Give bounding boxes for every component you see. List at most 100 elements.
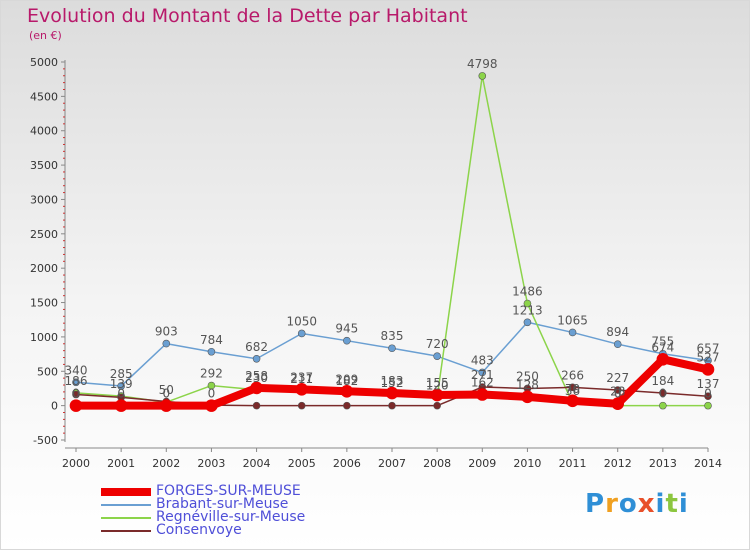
data-label: 50 — [159, 383, 174, 397]
y-tick-label: 2500 — [30, 228, 58, 241]
y-tick-label: 2000 — [30, 262, 58, 275]
x-tick-label: 2007 — [378, 457, 406, 470]
x-tick-label: 2008 — [423, 457, 451, 470]
data-label: 682 — [245, 340, 268, 354]
x-tick-label: 2001 — [107, 457, 135, 470]
data-point — [568, 383, 577, 392]
data-point — [656, 353, 670, 366]
data-point — [430, 388, 444, 402]
legend-swatch — [101, 517, 151, 519]
data-label: 182 — [335, 374, 358, 388]
legend-label: Consenvoye — [156, 522, 242, 538]
data-point — [659, 401, 667, 410]
data-point — [704, 392, 712, 401]
y-tick-label: 1000 — [30, 331, 58, 344]
data-label: 139 — [110, 377, 133, 391]
data-label: 184 — [651, 374, 674, 388]
chart-title: Evolution du Montant de la Dette par Hab… — [27, 5, 468, 27]
data-point — [250, 381, 263, 395]
data-label: 28 — [610, 385, 625, 399]
data-label: 1486 — [512, 285, 543, 299]
data-label: 237 — [290, 370, 313, 384]
data-label: 0 — [614, 387, 622, 401]
data-point — [343, 401, 351, 410]
data-label: 266 — [561, 368, 584, 382]
data-point — [340, 384, 354, 398]
data-point — [388, 401, 396, 410]
data-label: 258 — [245, 369, 268, 383]
legend-label: Regnéville-sur-Meuse — [156, 509, 306, 525]
x-tick-label: 2010 — [513, 457, 541, 470]
legend-swatch — [101, 488, 151, 496]
data-point — [207, 347, 216, 356]
data-label: 945 — [335, 322, 358, 336]
data-point — [475, 388, 489, 401]
y-tick-label: -500 — [33, 434, 58, 447]
logo-letter: x — [637, 489, 656, 519]
data-label: 183 — [381, 374, 404, 388]
x-tick-label: 2005 — [288, 457, 316, 470]
chart-subtitle: (en €) — [29, 29, 62, 42]
data-point — [69, 399, 83, 412]
data-label: 784 — [200, 333, 223, 347]
data-label: 720 — [426, 337, 449, 351]
data-point — [114, 399, 128, 412]
logo-letter: P — [585, 489, 606, 519]
data-label: 483 — [471, 353, 494, 367]
x-tick-label: 2014 — [694, 457, 722, 470]
data-label: 227 — [606, 371, 629, 385]
data-label: 128 — [516, 378, 539, 392]
logo-letter: r — [605, 489, 619, 519]
series-line — [75, 75, 708, 407]
y-tick-label: 500 — [37, 365, 58, 378]
data-label: 0 — [117, 387, 125, 401]
x-tick-label: 2000 — [62, 457, 90, 470]
logo-letter: t — [665, 489, 679, 519]
data-point — [611, 397, 625, 411]
data-label: 271 — [471, 368, 494, 382]
data-point — [297, 401, 306, 410]
data-point — [388, 344, 396, 353]
data-label: 211 — [290, 372, 313, 386]
data-label: 162 — [471, 376, 494, 390]
data-point — [523, 318, 532, 327]
legend-label: FORGES-SUR-MEUSE — [156, 483, 301, 499]
data-label: 835 — [381, 329, 404, 343]
data-label: 0 — [72, 387, 80, 401]
series-2 — [72, 72, 712, 410]
y-tick-label: 3500 — [30, 159, 58, 172]
x-tick-label: 2002 — [152, 457, 180, 470]
data-point — [523, 299, 532, 308]
data-label: 292 — [200, 367, 223, 381]
data-point — [252, 401, 261, 410]
x-tick-label: 2012 — [604, 457, 632, 470]
data-label: 657 — [697, 341, 720, 355]
x-tick-label: 2006 — [333, 457, 361, 470]
series-0 — [69, 353, 715, 412]
legend-label: Brabant-sur-Meuse — [156, 496, 289, 512]
data-point — [701, 363, 715, 376]
data-label: 527 — [697, 350, 720, 364]
data-point — [117, 382, 125, 390]
data-label: 674 — [651, 340, 674, 354]
data-label: 209 — [335, 372, 358, 386]
logo-letter: o — [618, 489, 638, 519]
data-label: 36 — [565, 384, 580, 398]
data-point — [568, 328, 577, 337]
y-tick-label: 0 — [51, 400, 58, 413]
data-point — [433, 352, 441, 360]
data-label: 4798 — [467, 57, 498, 71]
data-point — [385, 386, 399, 400]
data-point — [162, 339, 171, 348]
x-tick-label: 2011 — [559, 457, 587, 470]
data-point — [72, 378, 80, 387]
data-point — [72, 390, 80, 399]
data-label: 0 — [208, 387, 216, 401]
data-label: 152 — [381, 376, 404, 390]
y-tick-label: 3000 — [30, 193, 58, 206]
data-point — [343, 336, 351, 345]
data-label: 894 — [606, 325, 629, 339]
data-label: 70 — [565, 382, 580, 396]
